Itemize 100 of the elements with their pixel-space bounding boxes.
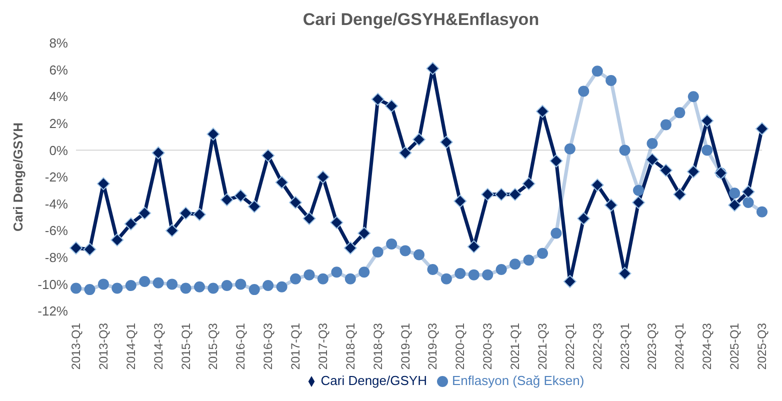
y-axis-title: Cari Denge/GSYH (10, 122, 26, 232)
point (578, 86, 590, 97)
point (248, 284, 260, 296)
point (550, 154, 563, 168)
point (522, 177, 536, 190)
point (70, 242, 82, 255)
point (414, 249, 424, 260)
point (646, 153, 659, 166)
y-tick-label: 2% (49, 116, 68, 132)
point (742, 185, 755, 198)
point (372, 246, 384, 258)
point (700, 114, 714, 128)
point (440, 136, 453, 149)
x-tick-label: 2018-Q3 (370, 322, 385, 370)
point (358, 266, 370, 278)
point (454, 268, 466, 279)
point (138, 206, 152, 220)
x-tick-label: 2018-Q1 (343, 322, 358, 370)
point (619, 144, 630, 156)
point (358, 226, 371, 240)
y-tick-label: 0% (49, 142, 68, 158)
point (496, 264, 507, 275)
x-tick-label: 2022-Q1 (562, 322, 577, 370)
point (646, 138, 658, 149)
x-tick-label: 2017-Q1 (288, 322, 303, 370)
point (110, 233, 124, 246)
point (606, 75, 617, 86)
point (206, 128, 220, 141)
y-tick-label: 8% (49, 36, 68, 51)
point (686, 165, 700, 178)
point (125, 280, 136, 292)
x-tick-label: 2024-Q3 (700, 322, 714, 370)
point (344, 242, 357, 255)
point (152, 277, 164, 288)
x-tick-label: 2024-Q1 (672, 322, 687, 370)
point (208, 282, 219, 294)
point (742, 196, 754, 208)
point (386, 238, 398, 250)
y-tick-label: -2% (44, 170, 68, 185)
x-tick-label: 2016-Q1 (234, 322, 248, 370)
point (508, 188, 522, 201)
x-tick-label: 2019-Q3 (426, 322, 440, 370)
legend-label: Cari Denge/GSYH (320, 373, 427, 388)
point (510, 258, 521, 270)
y-tick-label: -10% (38, 276, 68, 292)
point (426, 62, 440, 75)
point (262, 149, 275, 162)
point (674, 107, 686, 118)
point (412, 132, 426, 146)
point (275, 176, 288, 189)
x-tick-label: 2013-Q1 (69, 322, 83, 370)
point (494, 188, 508, 201)
x-tick-label: 2021-Q1 (508, 322, 522, 370)
point (194, 281, 205, 292)
point (604, 198, 618, 212)
point (192, 208, 206, 222)
point (467, 240, 480, 254)
y-tick-label: -6% (44, 223, 68, 238)
x-tick-label: 2015-Q3 (206, 322, 220, 370)
point (220, 193, 234, 206)
point (179, 206, 192, 220)
point (331, 266, 342, 278)
point (440, 273, 452, 284)
point (385, 99, 398, 112)
point (756, 206, 768, 218)
point (96, 177, 110, 190)
y-tick-label: -8% (44, 250, 68, 266)
point (550, 228, 562, 239)
y-tick-label: -12% (38, 304, 68, 319)
point (673, 188, 686, 201)
point (221, 280, 232, 292)
point (302, 212, 316, 226)
point (330, 216, 344, 230)
point (398, 146, 412, 160)
point (152, 146, 165, 160)
point (468, 269, 480, 280)
point (84, 284, 96, 296)
point (317, 273, 328, 284)
x-tick-label: 2015-Q1 (178, 322, 193, 370)
x-tick-label: 2022-Q3 (590, 322, 604, 370)
point (234, 189, 248, 202)
point (454, 194, 467, 208)
x-tick-label: 2020-Q3 (480, 322, 495, 370)
point (290, 273, 302, 284)
x-tick-label: 2023-Q1 (618, 322, 632, 370)
point (289, 196, 302, 209)
point (729, 188, 740, 199)
point (618, 266, 632, 280)
point (70, 282, 82, 294)
point (262, 280, 274, 292)
x-tick-label: 2014-Q3 (151, 322, 166, 370)
x-tick-label: 2014-Q1 (124, 322, 138, 370)
point (590, 178, 604, 192)
point (427, 264, 438, 275)
point (632, 196, 646, 209)
point (702, 144, 713, 156)
point (660, 119, 672, 130)
point (124, 217, 138, 230)
x-tick-label: 2020-Q1 (453, 322, 468, 370)
point (83, 242, 96, 256)
